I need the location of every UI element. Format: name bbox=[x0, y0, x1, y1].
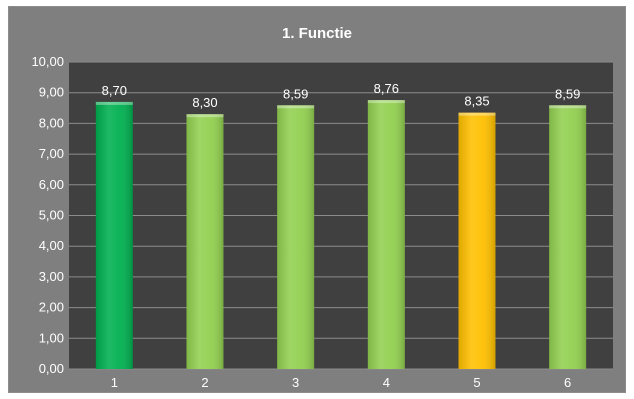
bar-shading bbox=[277, 105, 315, 370]
x-tick-label: 3 bbox=[292, 375, 299, 390]
data-label: 8,35 bbox=[464, 94, 489, 109]
x-tick-label: 5 bbox=[473, 375, 480, 390]
bar-shading bbox=[549, 105, 587, 370]
bar-shading bbox=[186, 114, 224, 369]
y-tick-label: 3,00 bbox=[39, 269, 64, 284]
data-label: 8,76 bbox=[374, 81, 399, 96]
y-tick-label: 8,00 bbox=[39, 115, 64, 130]
y-tick-label: 10,00 bbox=[31, 54, 64, 69]
data-label: 8,59 bbox=[283, 86, 308, 101]
y-tick-label: 0,00 bbox=[39, 361, 64, 376]
y-tick-label: 7,00 bbox=[39, 146, 64, 161]
bar-top-highlight bbox=[367, 100, 405, 104]
x-tick-label: 2 bbox=[201, 375, 208, 390]
y-tick-label: 1,00 bbox=[39, 330, 64, 345]
bar-top-highlight bbox=[95, 101, 133, 105]
bar-top-highlight bbox=[277, 105, 315, 109]
y-tick-label: 2,00 bbox=[39, 300, 64, 315]
bar-top-highlight bbox=[458, 112, 496, 116]
data-label: 8,59 bbox=[555, 86, 580, 101]
y-tick-label: 9,00 bbox=[39, 85, 64, 100]
data-label: 8,70 bbox=[102, 83, 127, 98]
bar-shading bbox=[458, 112, 496, 369]
y-tick-label: 5,00 bbox=[39, 208, 64, 223]
x-tick-label: 6 bbox=[564, 375, 571, 390]
chart-title: 1. Functie bbox=[281, 25, 352, 42]
bar-top-highlight bbox=[186, 114, 224, 118]
bar-shading bbox=[367, 100, 405, 370]
data-label: 8,30 bbox=[192, 95, 217, 110]
x-tick-label: 4 bbox=[383, 375, 390, 390]
y-tick-label: 4,00 bbox=[39, 238, 64, 253]
bar-top-highlight bbox=[549, 105, 587, 109]
x-tick-label: 1 bbox=[111, 375, 118, 390]
y-tick-label: 6,00 bbox=[39, 177, 64, 192]
bar-shading bbox=[95, 101, 133, 369]
